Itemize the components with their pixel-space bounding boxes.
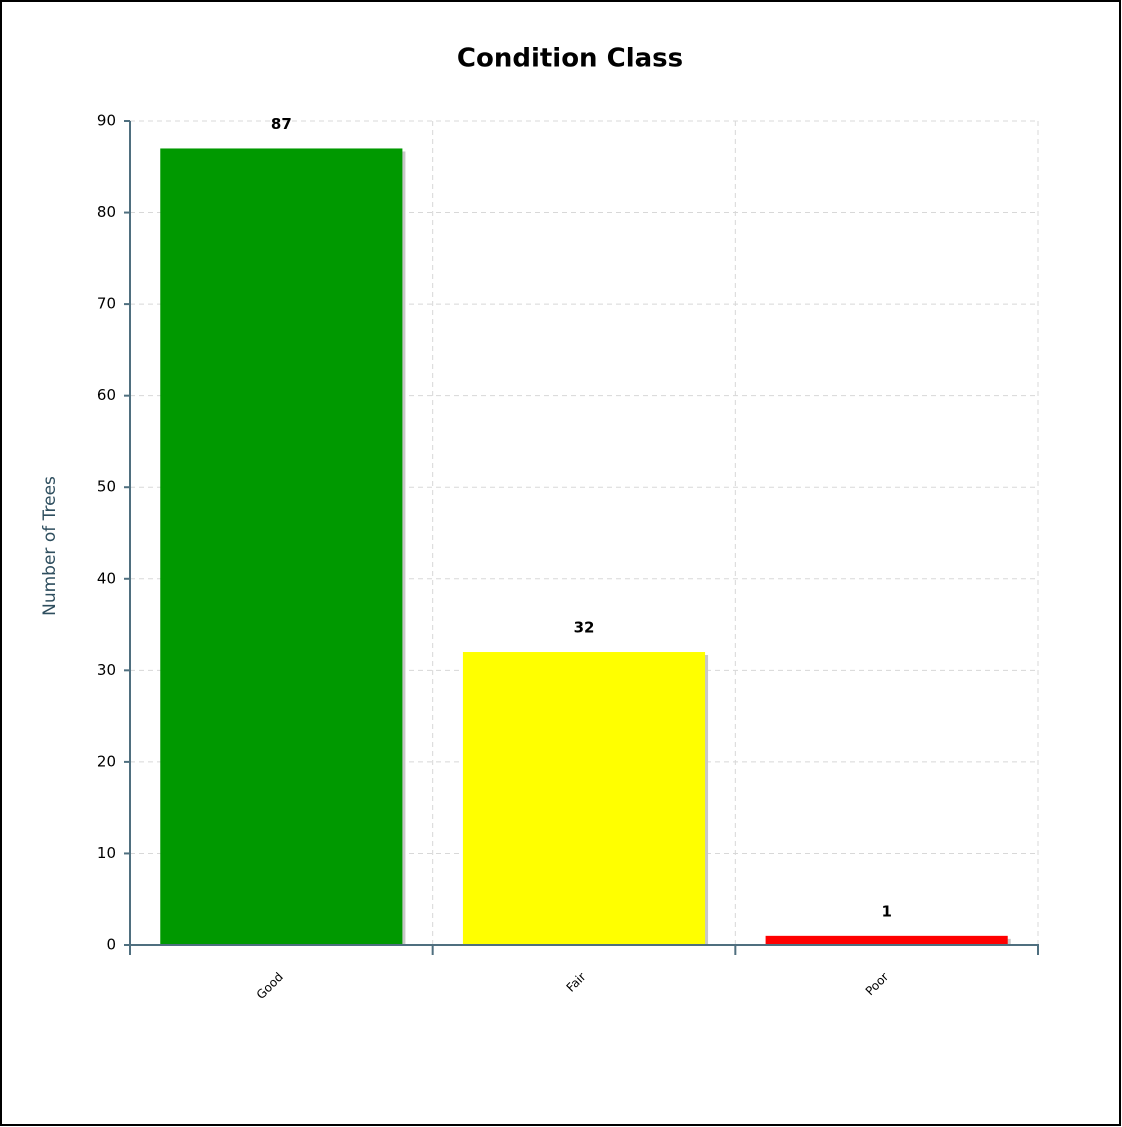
y-tick-label: 40 (97, 569, 116, 587)
y-tick-label: 20 (97, 752, 116, 770)
chart-title: Condition Class (457, 44, 683, 74)
y-tick-label: 70 (97, 295, 116, 313)
value-label: 32 (574, 619, 595, 637)
bar (462, 652, 706, 945)
value-label: 1 (881, 902, 891, 920)
y-tick-label: 60 (97, 386, 116, 404)
y-tick-label: 0 (106, 936, 116, 954)
y-tick-label: 80 (97, 203, 116, 221)
y-tick-label: 90 (97, 112, 116, 130)
value-label: 87 (271, 115, 292, 133)
bar (765, 935, 1008, 945)
y-tick-label: 50 (97, 478, 116, 496)
y-tick-label: 10 (97, 844, 116, 862)
bar (160, 148, 403, 945)
y-axis-label: Number of Trees (40, 476, 60, 616)
y-tick-label: 30 (97, 661, 116, 679)
